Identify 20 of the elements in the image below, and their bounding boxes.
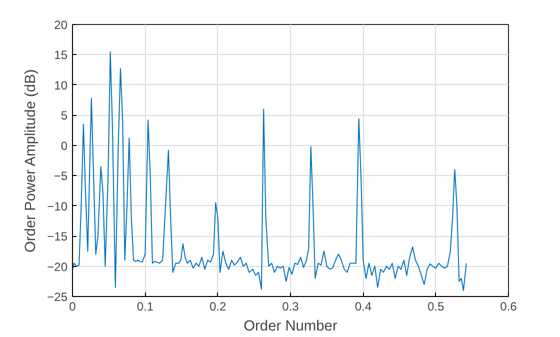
y-tick-label: −5 <box>54 169 68 184</box>
x-tick-label: 0.5 <box>427 300 444 314</box>
y-tick-label: −10 <box>47 199 68 214</box>
x-axis-title: Order Number <box>244 318 338 334</box>
x-tick-label: 0 <box>69 300 76 314</box>
y-tick-label: 10 <box>54 78 68 92</box>
x-tick-label: 0.1 <box>136 300 154 314</box>
y-tick-label: 20 <box>54 18 68 32</box>
y-tick-label: −25 <box>47 290 68 304</box>
y-tick-label: −20 <box>47 260 68 274</box>
y-tick-label: 0 <box>60 138 68 153</box>
y-tick-label: 5 <box>60 108 68 123</box>
y-tick-label: −15 <box>47 230 68 244</box>
y-tick-label: 15 <box>54 48 68 62</box>
x-tick-label: 0.4 <box>354 300 372 314</box>
x-tick-label: 0.3 <box>282 300 300 314</box>
x-tick-label: 0.2 <box>209 300 226 314</box>
line-series <box>72 51 467 291</box>
x-tick-label: 0.6 <box>500 300 518 314</box>
y-axis-title: Order Power Amplitude (dB) <box>23 69 40 253</box>
